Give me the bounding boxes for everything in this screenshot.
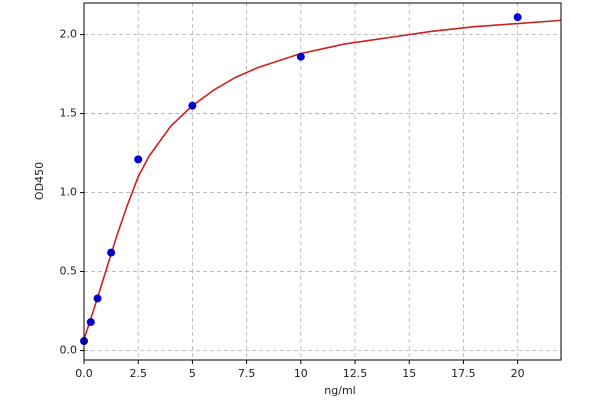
- x-tick-label: 5: [189, 367, 196, 380]
- data-point: [107, 248, 116, 257]
- x-tick-label: 2.5: [129, 367, 147, 380]
- x-tick-label: 17.5: [451, 367, 476, 380]
- y-tick-label: 0.0: [60, 344, 78, 357]
- x-tick-label: 7.5: [238, 367, 256, 380]
- x-tick-label: 15: [402, 367, 416, 380]
- x-tick-label: 12.5: [343, 367, 368, 380]
- data-point: [188, 101, 197, 110]
- data-point: [86, 318, 95, 327]
- y-axis-label: OD450: [33, 162, 46, 200]
- x-tick-label: 20: [511, 367, 525, 380]
- fit-curve: [83, 19, 562, 340]
- data-point: [513, 13, 522, 22]
- plot-frame: [83, 2, 562, 361]
- y-tick-label: 1.0: [60, 186, 78, 199]
- data-point: [296, 52, 305, 61]
- plot-area: [84, 3, 561, 360]
- data-point: [134, 155, 143, 164]
- y-tick-label: 1.5: [60, 107, 78, 120]
- data-point: [93, 294, 102, 303]
- x-tick-label: 0.0: [75, 367, 93, 380]
- y-tick-label: 0.5: [60, 265, 78, 278]
- x-axis-label: ng/ml: [324, 384, 355, 397]
- y-tick-label: 2.0: [60, 28, 78, 41]
- x-tick-label: 10: [294, 367, 308, 380]
